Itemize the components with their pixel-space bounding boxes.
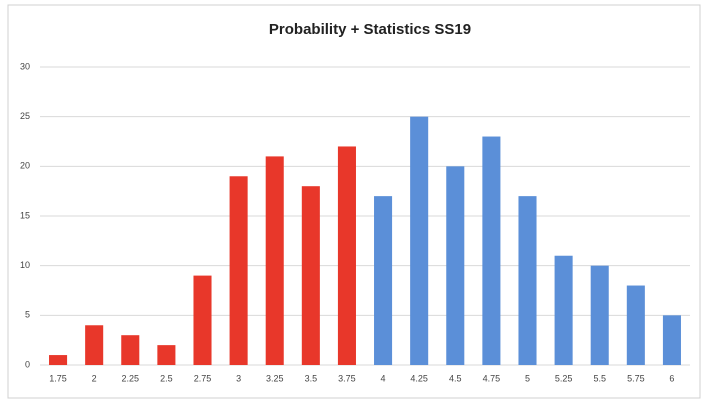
chart-title: Probability + Statistics SS19 xyxy=(269,21,471,38)
bar xyxy=(265,156,284,365)
x-tick-label: 4.25 xyxy=(410,373,428,383)
x-tick-label: 3.75 xyxy=(338,373,356,383)
bar xyxy=(49,355,68,365)
x-tick-label: 3 xyxy=(236,373,241,383)
bar xyxy=(337,146,356,365)
bar xyxy=(482,136,501,365)
y-tick-label: 5 xyxy=(25,310,30,320)
y-tick-label: 10 xyxy=(20,260,30,270)
y-tick-label: 20 xyxy=(20,161,30,171)
bar xyxy=(157,345,176,365)
x-tick-label: 2.5 xyxy=(160,373,173,383)
x-tick-label: 4 xyxy=(381,373,386,383)
bar xyxy=(229,176,248,365)
bar xyxy=(85,325,104,365)
y-tick-label: 15 xyxy=(20,210,30,220)
x-tick-label: 3.5 xyxy=(305,373,318,383)
bar xyxy=(410,116,429,366)
x-tick-label: 2 xyxy=(92,373,97,383)
bar xyxy=(446,166,465,365)
bar xyxy=(121,335,140,365)
x-tick-label: 6 xyxy=(669,373,674,383)
bar xyxy=(193,275,212,365)
y-tick-label: 30 xyxy=(20,61,30,71)
x-tick-label: 5 xyxy=(525,373,530,383)
x-tick-label: 2.75 xyxy=(194,373,212,383)
bar xyxy=(590,265,609,365)
x-tick-label: 4.5 xyxy=(449,373,462,383)
x-tick-label: 5.25 xyxy=(555,373,573,383)
bar xyxy=(518,196,537,365)
x-tick-label: 5.5 xyxy=(593,373,606,383)
bar xyxy=(554,255,573,365)
x-tick-label: 2.25 xyxy=(122,373,140,383)
bar xyxy=(662,315,681,365)
bar xyxy=(301,186,320,365)
bar xyxy=(626,285,645,365)
x-tick-label: 5.75 xyxy=(627,373,645,383)
y-tick-label: 0 xyxy=(25,359,30,369)
x-tick-label: 1.75 xyxy=(49,373,67,383)
x-tick-label: 4.75 xyxy=(483,373,501,383)
y-tick-label: 25 xyxy=(20,111,30,121)
x-tick-label: 3.25 xyxy=(266,373,284,383)
bar xyxy=(374,196,393,365)
